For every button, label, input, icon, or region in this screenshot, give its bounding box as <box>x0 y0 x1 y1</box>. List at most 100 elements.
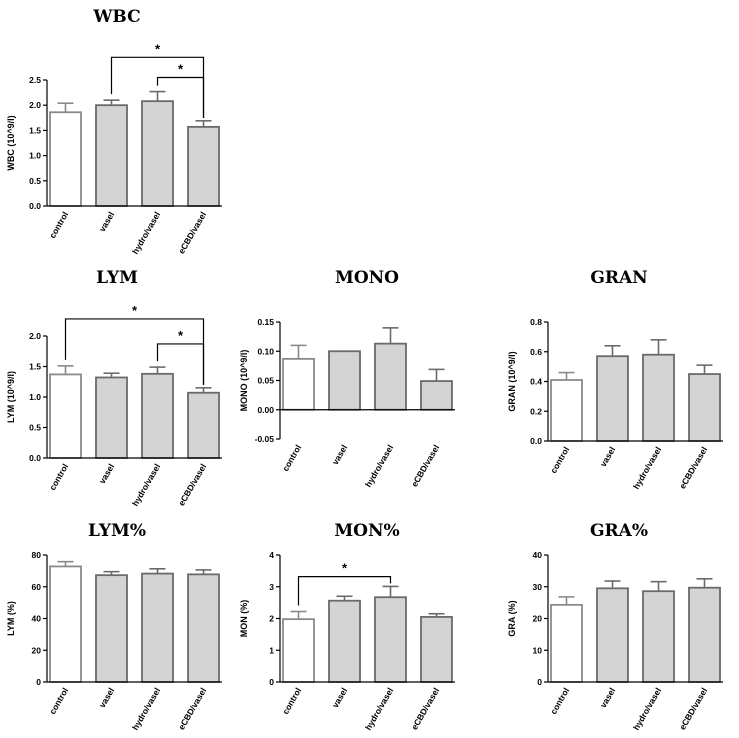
bar-ecbd-vasel <box>187 391 220 459</box>
x-tick-label: eCBD/vasel <box>677 686 709 732</box>
y-tick-label: 1.5 <box>29 362 41 372</box>
bar-ecbd-vasel <box>688 373 721 442</box>
chart-title: LYM% <box>88 521 146 541</box>
chart-title: MON% <box>334 521 399 541</box>
bar-ecbd-vasel <box>420 380 453 411</box>
x-tick-label: eCBD/vasel <box>409 443 441 489</box>
y-tick-label: 0 <box>36 677 41 687</box>
bar-vasel <box>328 599 361 683</box>
x-tick-label: control <box>548 686 571 716</box>
x-tick-label: vasel <box>97 210 116 233</box>
chart-title: WBC <box>92 7 140 27</box>
bar-control <box>49 373 82 459</box>
bar-vasel <box>95 376 128 459</box>
y-tick-label: 0.2 <box>530 406 542 416</box>
y-tick-label: 4 <box>269 550 274 560</box>
x-tick-label: eCBD/vasel <box>677 445 709 491</box>
bar-vasel <box>596 587 629 683</box>
y-axis-label: WBC (10^9/l) <box>6 115 16 170</box>
y-axis-label: LYM (%) <box>6 601 16 636</box>
chart-lym: LYM LYM (10^9/l) 0.0 0.5 1.0 1.5 2.0 control vas… <box>6 268 222 508</box>
chart-lympct: LYM% LYM (%) 0 20 40 60 80 control vasel hydro/va… <box>6 521 222 732</box>
y-tick-label: 0 <box>269 677 274 687</box>
y-tick-label: 80 <box>32 550 42 560</box>
bar-vasel <box>95 104 128 207</box>
bar-control <box>282 618 315 683</box>
y-tick-label: 1.0 <box>29 392 41 402</box>
x-tick-label: control <box>47 210 70 240</box>
y-axis-label: MONO (10^9/l) <box>239 350 249 412</box>
y-axis-label: LYM (10^9/l) <box>6 371 16 423</box>
significance-bracket <box>297 575 392 606</box>
y-tick-label: 60 <box>32 582 42 592</box>
significance-bracket <box>156 76 205 118</box>
y-tick-label: 0.10 <box>257 346 274 356</box>
bar-vasel <box>95 574 128 683</box>
significance-star: * <box>155 41 161 56</box>
bar-vasel <box>596 355 629 442</box>
x-tick-label: control <box>47 462 70 492</box>
significance-star: * <box>342 561 348 576</box>
chart-title: LYM <box>96 268 138 288</box>
x-tick-label: hydro/vasel <box>130 210 162 256</box>
x-tick-label: control <box>47 686 70 716</box>
y-tick-label: 40 <box>32 614 42 624</box>
x-tick-label: hydro/vasel <box>631 686 663 732</box>
bar-hydro-vasel <box>374 342 407 411</box>
y-tick-label: 0.5 <box>29 176 41 186</box>
bar-vasel <box>328 350 361 411</box>
significance-bracket <box>156 343 205 385</box>
x-tick-label: hydro/vasel <box>363 686 395 732</box>
y-tick-label: 2.0 <box>29 100 41 110</box>
y-tick-label: 0.15 <box>257 317 274 327</box>
y-tick-label: -0.05 <box>255 434 275 444</box>
y-axis-label: GRA (%) <box>507 600 517 636</box>
y-tick-label: 2.0 <box>29 331 41 341</box>
y-tick-label: 1.0 <box>29 151 41 161</box>
bar-ecbd-vasel <box>187 573 220 683</box>
bar-hydro-vasel <box>642 590 675 683</box>
y-tick-label: 0 <box>537 677 542 687</box>
chart-title: GRA% <box>590 521 648 541</box>
x-tick-label: eCBD/vasel <box>409 686 441 732</box>
chart-gran: GRAN GRAN (10^9/l) 0.0 0.2 0.4 0.6 0.8 control v… <box>507 268 723 491</box>
y-tick-label: 0.5 <box>29 423 41 433</box>
chart-grapct: GRA% GRA (%) 0 10 20 30 40 control vasel hydro/va… <box>507 521 723 732</box>
x-tick-label: vasel <box>330 686 349 709</box>
x-tick-label: vasel <box>97 686 116 709</box>
bar-hydro-vasel <box>141 372 174 459</box>
x-tick-label: hydro/vasel <box>631 445 663 491</box>
bar-control <box>550 379 583 442</box>
bar-hydro-vasel <box>141 572 174 683</box>
y-tick-label: 0.4 <box>530 377 542 387</box>
y-tick-label: 1 <box>269 645 274 655</box>
y-tick-label: 0.05 <box>257 376 274 386</box>
x-tick-label: control <box>548 445 571 475</box>
bar-control <box>282 357 315 411</box>
chart-title: GRAN <box>590 268 647 288</box>
x-tick-label: control <box>280 443 303 473</box>
y-tick-label: 2.5 <box>29 75 41 85</box>
y-tick-label: 1.5 <box>29 125 41 135</box>
y-tick-label: 20 <box>533 614 543 624</box>
x-tick-label: vasel <box>330 443 349 466</box>
y-tick-label: 10 <box>533 645 543 655</box>
y-tick-label: 0.6 <box>530 347 542 357</box>
x-tick-label: eCBD/vasel <box>176 210 208 256</box>
bar-ecbd-vasel <box>187 125 220 207</box>
x-tick-label: eCBD/vasel <box>176 462 208 508</box>
bar-ecbd-vasel <box>420 616 453 683</box>
bar-control <box>550 603 583 683</box>
bar-ecbd-vasel <box>688 586 721 683</box>
x-tick-label: vasel <box>97 462 116 485</box>
y-tick-label: 0.0 <box>29 453 41 463</box>
y-tick-label: 2 <box>269 614 274 624</box>
significance-star: * <box>178 61 184 76</box>
y-tick-label: 40 <box>533 550 543 560</box>
significance-star: * <box>132 303 138 318</box>
y-tick-label: 3 <box>269 582 274 592</box>
chart-wbc: WBC WBC (10^9/l) 0.0 0.5 1.0 1.5 2.0 2.5 control… <box>6 7 222 256</box>
x-tick-label: hydro/vasel <box>130 686 162 732</box>
y-tick-label: 0.8 <box>530 317 542 327</box>
y-tick-label: 30 <box>533 582 543 592</box>
